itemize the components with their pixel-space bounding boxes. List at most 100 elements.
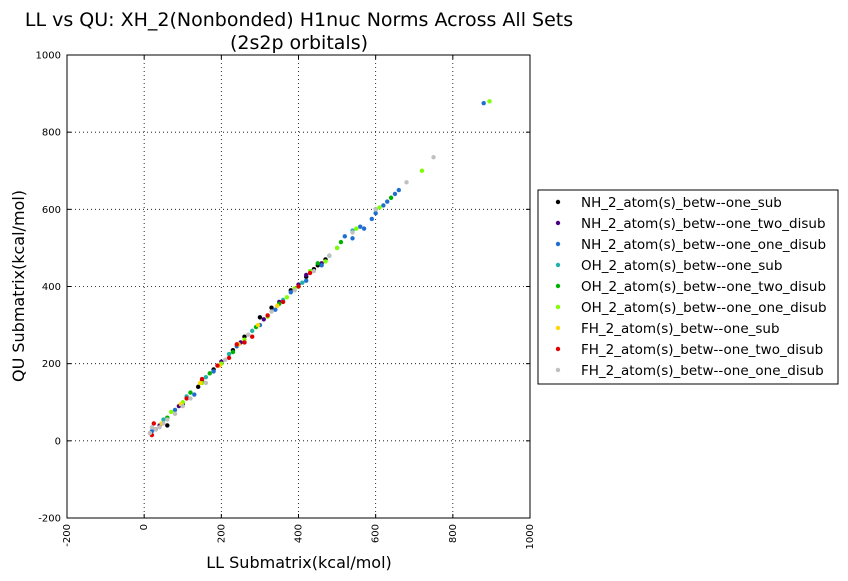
data-point (234, 342, 239, 347)
data-point (369, 216, 375, 222)
data-point (269, 305, 274, 310)
data-point (250, 328, 255, 334)
data-point (215, 363, 220, 368)
y-tick-label: -200 (38, 514, 61, 525)
x-axis-label: LL Submatrix(kcal/mol) (206, 553, 392, 572)
data-point (188, 396, 193, 401)
x-tick-label: 200 (216, 524, 227, 543)
y-tick-label: 600 (42, 205, 61, 216)
legend-marker (555, 199, 561, 205)
legend-box (537, 189, 839, 385)
data-point (180, 403, 185, 409)
data-point (304, 272, 309, 278)
data-point (373, 207, 378, 212)
data-point (199, 376, 205, 382)
data-point (203, 374, 209, 380)
y-tick-label: 0 (55, 436, 61, 447)
legend-label: OH_2_atom(s)_betw--one_sub (581, 258, 782, 274)
data-point (255, 322, 261, 328)
data-point (334, 245, 340, 251)
data-point (311, 268, 317, 274)
data-point (275, 303, 280, 308)
data-point (153, 427, 158, 432)
data-point (168, 409, 174, 415)
data-point (273, 307, 278, 312)
data-point (487, 99, 492, 104)
data-point (327, 253, 332, 258)
data-point (161, 417, 166, 422)
legend-label: OH_2_atom(s)_betw--one_two_disub (581, 279, 826, 295)
data-point (203, 380, 209, 386)
legend: NH_2_atom(s)_betw--one_sub NH_2_atom(s)_b… (537, 189, 839, 385)
data-point (350, 236, 355, 241)
data-point (307, 270, 313, 276)
y-axis-label: QU Submatrix(kcal/mol) (9, 190, 28, 382)
chart-title: LL vs QU: XH_2(Nonbonded) H1nuc Norms Ac… (25, 9, 573, 31)
data-point (172, 411, 178, 417)
legend-label: NH_2_atom(s)_betw--one_two_disub (581, 216, 826, 232)
data-point (165, 417, 170, 422)
data-point (388, 195, 394, 200)
data-point (431, 155, 436, 160)
legend-label: FH_2_atom(s)_betw--one_sub (581, 321, 780, 337)
data-point (373, 210, 378, 216)
y-tick-label: 400 (42, 282, 61, 293)
legend-label: NH_2_atom(s)_betw--one_sub (581, 195, 782, 211)
legend-label: OH_2_atom(s)_betw--one_one_disub (581, 300, 827, 316)
series-9 (147, 155, 436, 436)
legend-label: FH_2_atom(s)_betw--one_two_disub (581, 342, 823, 358)
data-point (300, 280, 305, 285)
data-point (172, 407, 178, 413)
data-point (226, 355, 232, 361)
data-point (419, 168, 425, 173)
legend-marker (555, 367, 561, 373)
data-point (230, 349, 236, 355)
y-tick-label: 200 (42, 359, 61, 370)
data-point (149, 425, 155, 430)
data-point (165, 423, 170, 428)
data-point (269, 309, 274, 314)
data-point (211, 369, 216, 374)
data-point (242, 340, 247, 345)
data-point (396, 187, 402, 193)
data-point (319, 263, 324, 268)
x-tick-label: 800 (448, 524, 459, 543)
legend-label: NH_2_atom(s)_betw--one_one_disub (581, 237, 826, 253)
legend-marker (555, 220, 561, 226)
data-point (246, 332, 251, 337)
data-point (261, 317, 266, 322)
legend-marker (555, 283, 561, 289)
data-point (265, 313, 270, 318)
legend-marker (555, 241, 561, 247)
axis-ticks: -200 0 200 400 600 800 1000 -200 0 200 400 600 800 10… (36, 51, 536, 550)
data-point (481, 101, 486, 106)
data-point (197, 380, 203, 386)
data-point (392, 191, 398, 197)
data-point (207, 371, 212, 376)
data-point (315, 261, 320, 266)
data-point (342, 234, 347, 239)
data-point (280, 299, 286, 305)
x-tick-label: 600 (371, 524, 382, 543)
x-tick-label: 1000 (525, 524, 536, 549)
data-point (151, 421, 157, 426)
data-point (242, 334, 247, 339)
x-tick-label: -200 (62, 524, 73, 547)
y-tick-label: 1000 (36, 51, 61, 62)
data-point (404, 180, 409, 185)
data-point (323, 259, 328, 264)
data-point (338, 239, 344, 245)
data-point (257, 315, 263, 320)
data-point (188, 390, 193, 395)
data-point (157, 425, 162, 430)
data-point (304, 278, 309, 283)
data-point (161, 421, 166, 426)
x-tick-label: 0 (139, 524, 150, 530)
legend-marker (555, 325, 561, 331)
legend-marker (555, 304, 561, 310)
data-point (350, 230, 355, 235)
data-point (226, 351, 232, 357)
data-points (147, 99, 492, 438)
data-point (147, 430, 153, 436)
